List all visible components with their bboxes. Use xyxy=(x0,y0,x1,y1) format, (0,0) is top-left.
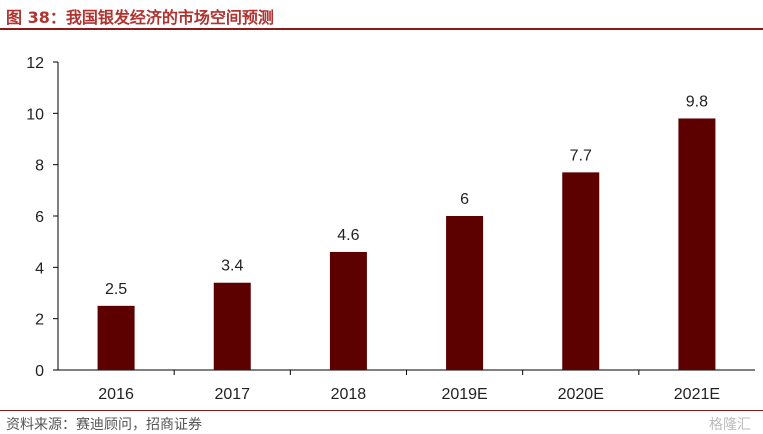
data-label: 3.4 xyxy=(221,258,243,275)
y-tick-label: 4 xyxy=(35,260,44,277)
bar-2020e xyxy=(562,172,600,370)
y-tick-label: 2 xyxy=(35,312,44,329)
y-tick-label: 8 xyxy=(35,158,44,175)
chart-labels: 2016 2.5 2017 3.4 2018 4.6 2019E 6 2020E 7.7 2021E… xyxy=(98,93,720,403)
data-label: 9.8 xyxy=(686,93,708,110)
bar-2017 xyxy=(213,282,251,370)
bar-chart: 0 2 4 6 8 10 12 2016 2.5 2017 3.4 2018 4.6 2019E 6 202… xyxy=(26,55,755,403)
y-tick-label: 6 xyxy=(35,209,44,226)
source-note: 资料来源：赛迪顾问，招商证券 xyxy=(6,417,202,433)
data-label: 7.7 xyxy=(570,147,592,164)
bar-2016 xyxy=(97,305,135,370)
y-tick-label: 0 xyxy=(35,363,44,380)
watermark-logo: 格隆汇 xyxy=(709,417,751,433)
chart-title: 图 38：我国银发经济的市场空间预测 xyxy=(6,8,274,27)
x-tick-label: 2018 xyxy=(331,386,367,403)
x-tick-label: 2021E xyxy=(674,386,720,403)
bar-2019e xyxy=(446,216,484,370)
bar-2021e xyxy=(678,118,716,370)
data-label: 4.6 xyxy=(337,227,359,244)
x-tick-label: 2020E xyxy=(558,386,604,403)
chart-axes: 0 2 4 6 8 10 12 xyxy=(26,55,755,380)
data-label: 2.5 xyxy=(105,281,127,298)
x-tick-label: 2016 xyxy=(98,386,134,403)
bar-2018 xyxy=(329,251,367,370)
y-tick-label: 10 xyxy=(26,106,44,123)
y-tick-label: 12 xyxy=(26,55,44,72)
x-tick-label: 2019E xyxy=(441,386,487,403)
source-bar: 资料来源：赛迪顾问，招商证券 格隆汇 xyxy=(0,410,763,433)
x-tick-label: 2017 xyxy=(214,386,250,403)
chart-bars xyxy=(97,118,716,370)
data-label: 6 xyxy=(460,191,469,208)
title-bar: 图 38：我国银发经济的市场空间预测 xyxy=(0,0,763,30)
